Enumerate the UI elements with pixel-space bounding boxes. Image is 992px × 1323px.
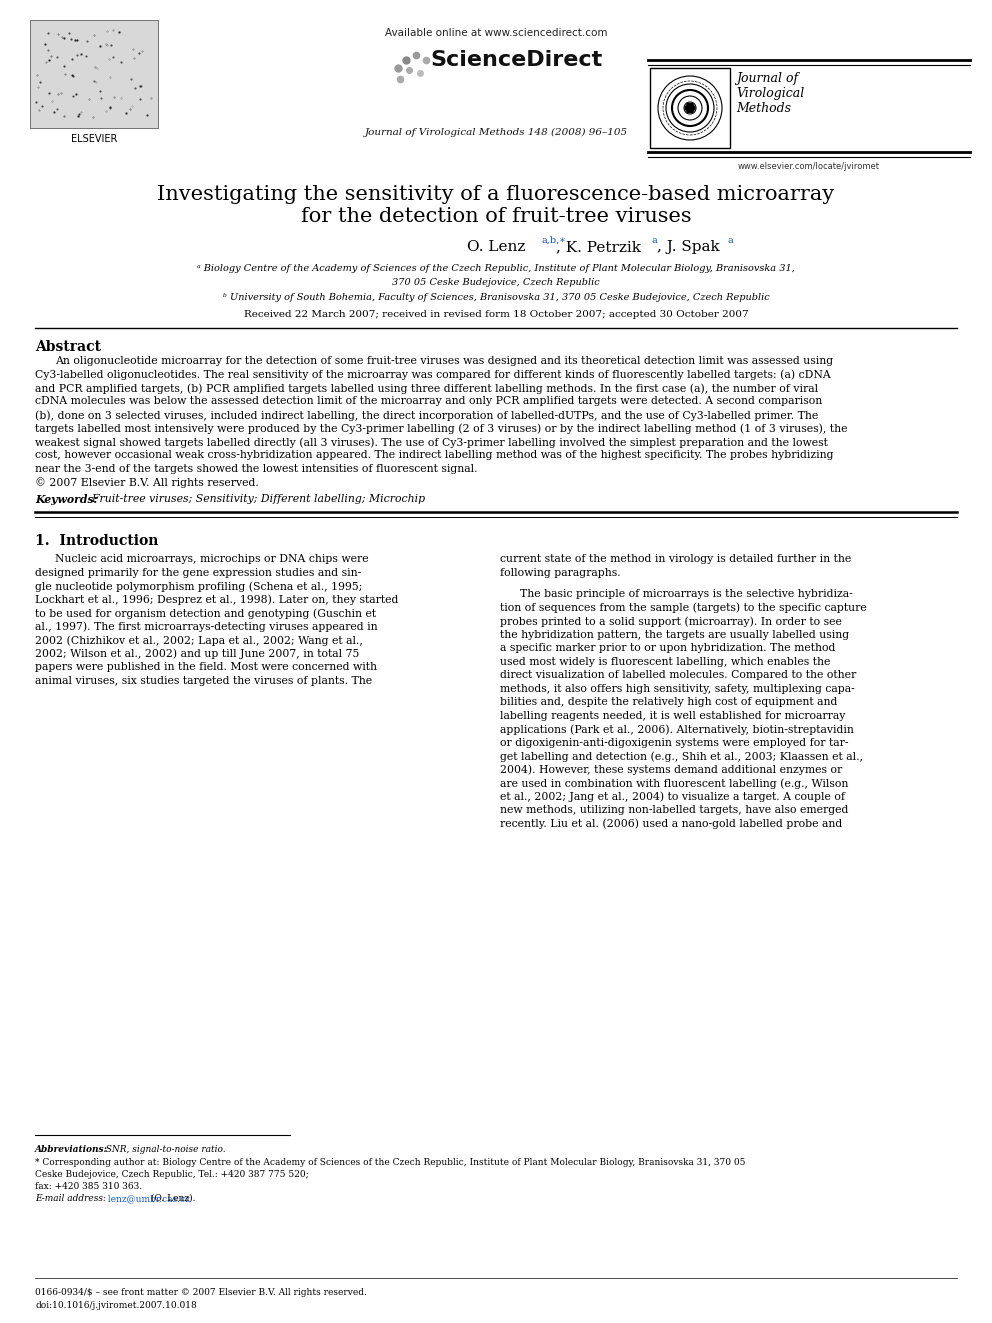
Text: papers were published in the field. Most were concerned with: papers were published in the field. Most… bbox=[35, 662, 377, 672]
Text: Available online at www.sciencedirect.com: Available online at www.sciencedirect.co… bbox=[385, 28, 607, 38]
Text: weakest signal showed targets labelled directly (all 3 viruses). The use of Cy3-: weakest signal showed targets labelled d… bbox=[35, 437, 828, 447]
Text: applications (Park et al., 2006). Alternatively, biotin-streptavidin: applications (Park et al., 2006). Altern… bbox=[500, 724, 854, 734]
Text: Ceske Budejovice, Czech Republic, Tel.: +420 387 775 520;: Ceske Budejovice, Czech Republic, Tel.: … bbox=[35, 1170, 309, 1179]
Text: O. Lenz: O. Lenz bbox=[467, 239, 525, 254]
Text: recently. Liu et al. (2006) used a nano-gold labelled probe and: recently. Liu et al. (2006) used a nano-… bbox=[500, 819, 842, 830]
Text: the hybridization pattern, the targets are usually labelled using: the hybridization pattern, the targets a… bbox=[500, 630, 849, 639]
Text: lenz@umbr.cas.cz: lenz@umbr.cas.cz bbox=[105, 1193, 190, 1203]
Text: bilities and, despite the relatively high cost of equipment and: bilities and, despite the relatively hig… bbox=[500, 697, 837, 706]
Text: tion of sequences from the sample (targets) to the specific capture: tion of sequences from the sample (targe… bbox=[500, 602, 867, 613]
Text: Virological: Virological bbox=[736, 87, 805, 101]
Text: SNR, signal-to-noise ratio.: SNR, signal-to-noise ratio. bbox=[100, 1144, 225, 1154]
Text: probes printed to a solid support (microarray). In order to see: probes printed to a solid support (micro… bbox=[500, 617, 842, 627]
Text: , J. Spak: , J. Spak bbox=[657, 239, 720, 254]
Text: (O. Lenz).: (O. Lenz). bbox=[148, 1193, 195, 1203]
Text: 2004). However, these systems demand additional enzymes or: 2004). However, these systems demand add… bbox=[500, 765, 842, 775]
Text: et al., 2002; Jang et al., 2004) to visualize a target. A couple of: et al., 2002; Jang et al., 2004) to visu… bbox=[500, 791, 845, 802]
Text: current state of the method in virology is detailed further in the: current state of the method in virology … bbox=[500, 554, 851, 564]
Text: © 2007 Elsevier B.V. All rights reserved.: © 2007 Elsevier B.V. All rights reserved… bbox=[35, 478, 259, 488]
Text: Keywords:: Keywords: bbox=[35, 493, 97, 505]
Text: Cy3-labelled oligonucleotides. The real sensitivity of the microarray was compar: Cy3-labelled oligonucleotides. The real … bbox=[35, 369, 830, 380]
Text: to be used for organism detection and genotyping (Guschin et: to be used for organism detection and ge… bbox=[35, 609, 376, 619]
Text: Fruit-tree viruses; Sensitivity; Different labelling; Microchip: Fruit-tree viruses; Sensitivity; Differe… bbox=[85, 493, 426, 504]
Text: and PCR amplified targets, (b) PCR amplified targets labelled using three differ: and PCR amplified targets, (b) PCR ampli… bbox=[35, 382, 818, 393]
Text: for the detection of fruit-tree viruses: for the detection of fruit-tree viruses bbox=[301, 206, 691, 226]
Text: 370 05 Ceske Budejovice, Czech Republic: 370 05 Ceske Budejovice, Czech Republic bbox=[392, 278, 600, 287]
Text: * Corresponding author at: Biology Centre of the Academy of Sciences of the Czec: * Corresponding author at: Biology Centr… bbox=[35, 1158, 746, 1167]
Text: 0166-0934/$ – see front matter © 2007 Elsevier B.V. All rights reserved.: 0166-0934/$ – see front matter © 2007 El… bbox=[35, 1289, 367, 1297]
Polygon shape bbox=[685, 103, 695, 112]
Text: fax: +420 385 310 363.: fax: +420 385 310 363. bbox=[35, 1181, 142, 1191]
Text: following paragraphs.: following paragraphs. bbox=[500, 568, 621, 578]
Text: targets labelled most intensively were produced by the Cy3-primer labelling (2 o: targets labelled most intensively were p… bbox=[35, 423, 847, 434]
Text: gle nucleotide polymorphism profiling (Schena et al., 1995;: gle nucleotide polymorphism profiling (S… bbox=[35, 581, 362, 591]
Text: methods, it also offers high sensitivity, safety, multiplexing capa-: methods, it also offers high sensitivity… bbox=[500, 684, 855, 693]
Text: a: a bbox=[651, 235, 657, 245]
Text: The basic principle of microarrays is the selective hybridiza-: The basic principle of microarrays is th… bbox=[520, 589, 853, 599]
Text: direct visualization of labelled molecules. Compared to the other: direct visualization of labelled molecul… bbox=[500, 671, 856, 680]
Text: ELSEVIER: ELSEVIER bbox=[70, 134, 117, 144]
Text: cDNA molecules was below the assessed detection limit of the microarray and only: cDNA molecules was below the assessed de… bbox=[35, 397, 822, 406]
Text: E-mail address:: E-mail address: bbox=[35, 1193, 106, 1203]
Text: are used in combination with fluorescent labelling (e.g., Wilson: are used in combination with fluorescent… bbox=[500, 778, 848, 789]
Text: Received 22 March 2007; received in revised form 18 October 2007; accepted 30 Oc: Received 22 March 2007; received in revi… bbox=[244, 310, 748, 319]
Text: , K. Petrzik: , K. Petrzik bbox=[556, 239, 641, 254]
Text: animal viruses, six studies targeted the viruses of plants. The: animal viruses, six studies targeted the… bbox=[35, 676, 372, 685]
Text: Methods: Methods bbox=[736, 102, 791, 115]
Text: designed primarily for the gene expression studies and sin-: designed primarily for the gene expressi… bbox=[35, 568, 361, 578]
Text: ᵃ Biology Centre of the Academy of Sciences of the Czech Republic, Institute of : ᵃ Biology Centre of the Academy of Scien… bbox=[197, 265, 795, 273]
Text: used most widely is fluorescent labelling, which enables the: used most widely is fluorescent labellin… bbox=[500, 656, 830, 667]
Text: cost, however occasional weak cross-hybridization appeared. The indirect labelli: cost, however occasional weak cross-hybr… bbox=[35, 451, 833, 460]
Text: Lockhart et al., 1996; Desprez et al., 1998). Later on, they started: Lockhart et al., 1996; Desprez et al., 1… bbox=[35, 594, 399, 605]
Text: a specific marker prior to or upon hybridization. The method: a specific marker prior to or upon hybri… bbox=[500, 643, 835, 654]
Text: near the 3-end of the targets showed the lowest intensities of fluorescent signa: near the 3-end of the targets showed the… bbox=[35, 464, 477, 474]
Text: (b), done on 3 selected viruses, included indirect labelling, the direct incorpo: (b), done on 3 selected viruses, include… bbox=[35, 410, 818, 421]
Text: new methods, utilizing non-labelled targets, have also emerged: new methods, utilizing non-labelled targ… bbox=[500, 806, 848, 815]
Text: 1.  Introduction: 1. Introduction bbox=[35, 534, 159, 548]
Text: al., 1997). The first microarrays-detecting viruses appeared in: al., 1997). The first microarrays-detect… bbox=[35, 622, 378, 632]
Text: www.elsevier.com/locate/jviromet: www.elsevier.com/locate/jviromet bbox=[738, 161, 880, 171]
Text: An oligonucleotide microarray for the detection of some fruit-tree viruses was d: An oligonucleotide microarray for the de… bbox=[55, 356, 833, 366]
Text: labelling reagents needed, it is well established for microarray: labelling reagents needed, it is well es… bbox=[500, 710, 845, 721]
Text: or digoxigenin-anti-digoxigenin systems were employed for tar-: or digoxigenin-anti-digoxigenin systems … bbox=[500, 738, 848, 747]
Text: Nucleic acid microarrays, microchips or DNA chips were: Nucleic acid microarrays, microchips or … bbox=[55, 554, 369, 564]
Text: 2002; Wilson et al., 2002) and up till June 2007, in total 75: 2002; Wilson et al., 2002) and up till J… bbox=[35, 648, 359, 659]
Text: get labelling and detection (e.g., Shih et al., 2003; Klaassen et al.,: get labelling and detection (e.g., Shih … bbox=[500, 751, 863, 762]
Text: 2002 (Chizhikov et al., 2002; Lapa et al., 2002; Wang et al.,: 2002 (Chizhikov et al., 2002; Lapa et al… bbox=[35, 635, 363, 646]
Text: Journal of: Journal of bbox=[736, 71, 799, 85]
Text: doi:10.1016/j.jviromet.2007.10.018: doi:10.1016/j.jviromet.2007.10.018 bbox=[35, 1301, 196, 1310]
Text: Abstract: Abstract bbox=[35, 340, 101, 355]
Text: a: a bbox=[727, 235, 733, 245]
Text: ScienceDirect: ScienceDirect bbox=[430, 50, 602, 70]
Bar bbox=[650, 67, 730, 148]
Text: Investigating the sensitivity of a fluorescence-based microarray: Investigating the sensitivity of a fluor… bbox=[158, 185, 834, 204]
Text: Abbreviations:: Abbreviations: bbox=[35, 1144, 108, 1154]
Bar bbox=[30, 20, 158, 128]
Text: ᵇ University of South Bohemia, Faculty of Sciences, Branisovska 31, 370 05 Ceske: ᵇ University of South Bohemia, Faculty o… bbox=[222, 292, 770, 302]
Text: a,b,∗: a,b,∗ bbox=[542, 235, 566, 245]
Text: Journal of Virological Methods 148 (2008) 96–105: Journal of Virological Methods 148 (2008… bbox=[364, 128, 628, 138]
